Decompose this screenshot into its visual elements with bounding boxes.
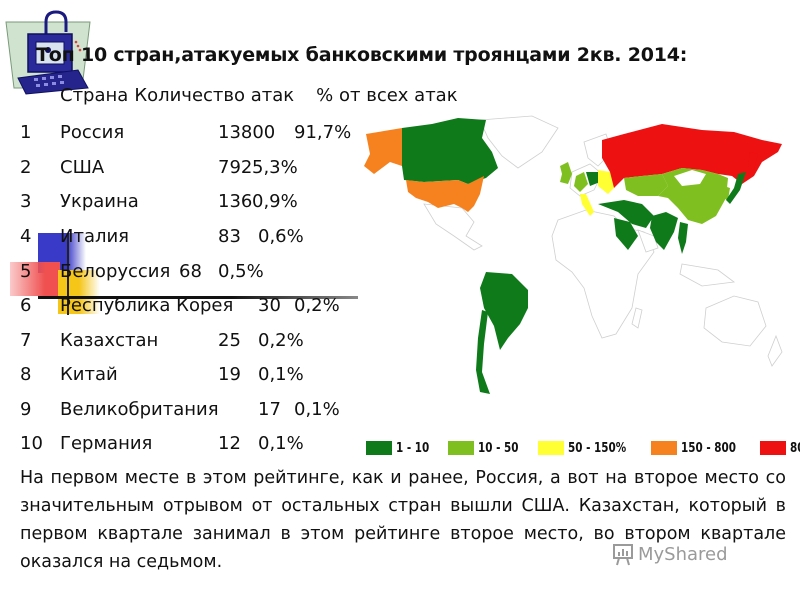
presentation-icon — [613, 544, 633, 566]
deco-vertical-line — [67, 233, 69, 315]
table-header: Страна Количество атак % от всех атак — [60, 85, 464, 106]
legend-swatch-1-10 — [366, 441, 392, 455]
legend-label: 150 - 800 — [680, 440, 736, 456]
summary-paragraph: На первом месте в этом рейтинге, как и р… — [20, 468, 786, 572]
legend-label: 10 - 50 — [477, 440, 519, 456]
legend-label: 50 - 150% — [568, 440, 627, 456]
legend-swatch-50-150 — [538, 441, 565, 455]
deco-yellow-square — [58, 270, 100, 314]
watermark-text: MyShared — [638, 543, 728, 565]
header-percent: % от всех атак — [316, 85, 458, 106]
map-legend: 1 - 10 10 - 50 50 - 150% 150 - 800 800 -… — [366, 440, 800, 456]
legend-swatch-10-50 — [447, 441, 474, 455]
deco-horizontal-line — [38, 296, 358, 299]
legend-label: 800 - 14000 — [789, 440, 800, 456]
computer-lock-icon — [5, 10, 91, 95]
header-attacks: Количество атак — [134, 85, 295, 106]
header-country: Страна — [60, 85, 129, 106]
watermark: MyShared — [612, 542, 728, 566]
slide-title: Топ 10 стран,атакуемых банковскими троян… — [36, 44, 688, 66]
legend-swatch-800-14000 — [759, 441, 786, 455]
legend-swatch-150-800 — [650, 441, 677, 455]
world-map — [364, 115, 783, 394]
legend-label: 1 - 10 — [396, 440, 430, 456]
deco-red-square — [10, 262, 60, 296]
